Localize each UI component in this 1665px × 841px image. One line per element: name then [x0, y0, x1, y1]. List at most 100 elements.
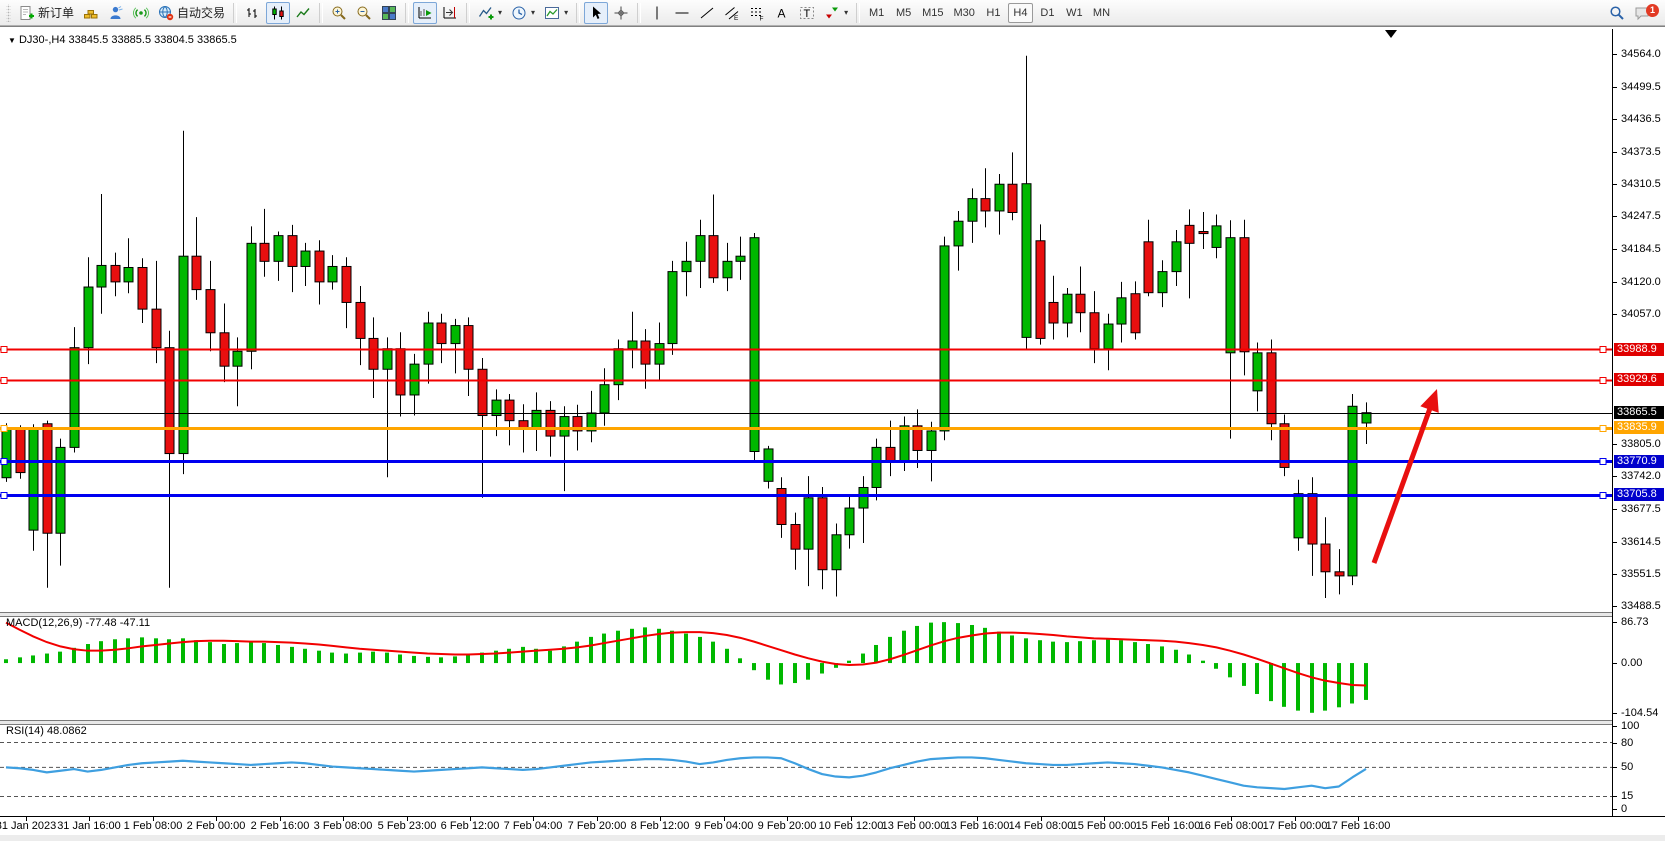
timeframe-h4[interactable]: H4 [1007, 2, 1033, 23]
line-handle[interactable] [0, 492, 8, 499]
timeframe-m30[interactable]: M30 [950, 3, 979, 23]
chart-shift-marker[interactable] [1385, 30, 1397, 38]
chart-dropdown-icon[interactable]: ▼ [8, 36, 16, 45]
timeframe-w1[interactable]: W1 [1062, 3, 1087, 23]
bear-candle [205, 289, 216, 334]
new-order-icon [20, 5, 34, 20]
bear-candle [314, 250, 325, 283]
macd-histogram-bar [847, 660, 851, 664]
line-handle[interactable] [1599, 458, 1607, 465]
line-handle[interactable] [1599, 492, 1607, 499]
bear-candle [1007, 183, 1018, 213]
chart-canvas[interactable] [0, 27, 1665, 841]
bull-candle [1, 427, 12, 479]
line-handle[interactable] [0, 346, 8, 353]
accounts-button[interactable] [104, 2, 128, 24]
macd-histogram-bar [616, 630, 620, 664]
channel-tool-button[interactable]: E [720, 2, 744, 24]
bear-candle [518, 420, 529, 429]
time-label: 17 Feb 00:00 [1262, 820, 1328, 832]
macd-signal-line [5, 621, 1367, 687]
search-button[interactable] [1605, 2, 1629, 24]
time-axis[interactable]: 31 Jan 2023 31 Jan 16:00 1 Feb 08:00 2 Feb … [0, 816, 1665, 836]
bear-candle [504, 399, 515, 422]
annotation-arrow-head[interactable] [1420, 389, 1439, 413]
cursor-tool-button[interactable] [584, 1, 609, 24]
zoom-in-button[interactable] [327, 2, 351, 24]
vertical-line-tool-button[interactable] [645, 2, 669, 24]
zoom-out-button[interactable] [352, 2, 376, 24]
bull-candle [953, 220, 964, 247]
line-handle[interactable] [1599, 377, 1607, 384]
pane-separator[interactable] [0, 720, 1665, 725]
line-handle[interactable] [0, 425, 8, 432]
line-chart-icon [296, 7, 310, 17]
macd-histogram-bar [657, 628, 661, 664]
bar-chart-button[interactable] [241, 2, 265, 24]
line-handle[interactable] [0, 377, 8, 384]
chevron-down-icon: ▾ [531, 8, 536, 17]
pane-separator[interactable] [0, 612, 1665, 617]
timeframe-m1[interactable]: M1 [864, 3, 889, 23]
toolbar-separator [856, 2, 861, 23]
toolbar-grip[interactable] [6, 3, 11, 22]
periods-button[interactable]: ▾ [507, 2, 539, 24]
bear-candle [1279, 423, 1290, 468]
line-handle[interactable] [0, 458, 8, 465]
bear-candle [817, 497, 828, 571]
timeframe-m5[interactable]: M5 [891, 3, 916, 23]
bull-candle [899, 425, 910, 462]
price-axis[interactable]: 33988.9 33929.6 33865.5 33835.9 33770.9 33705… [1613, 27, 1665, 816]
candlestick-chart-button[interactable] [266, 1, 291, 24]
new-order-button[interactable]: 新订单 [15, 2, 78, 24]
rsi-scale-tick: 0 [1613, 802, 1665, 816]
macd-histogram-bar [99, 641, 103, 664]
toolbar-separator [319, 2, 324, 23]
macd-scale-tick: 86.73 [1613, 615, 1665, 629]
bull-candle [327, 265, 338, 283]
bull-candle [1171, 241, 1182, 273]
templates-button[interactable]: ▾ [540, 2, 572, 24]
svg-text:T: T [804, 8, 811, 20]
trendline-tool-button[interactable] [695, 2, 719, 24]
time-tick [1104, 817, 1105, 821]
auto-trading-button[interactable]: 自动交易 [154, 2, 229, 24]
text-icon: A [778, 6, 786, 20]
timeframe-d1[interactable]: D1 [1035, 3, 1060, 23]
line-chart-button[interactable] [291, 2, 315, 24]
fibonacci-tool-button[interactable]: F [745, 2, 769, 24]
line-handle[interactable] [1599, 425, 1607, 432]
macd-histogram-bar [997, 631, 1001, 664]
chart-shift-button[interactable] [438, 2, 462, 24]
macd-histogram-bar [888, 636, 892, 664]
crosshair-tool-button[interactable] [609, 2, 633, 24]
macd-histogram-bar [208, 642, 212, 664]
tile-windows-button[interactable] [377, 2, 401, 24]
time-label: 7 Feb 04:00 [503, 820, 563, 832]
annotation-arrow-shaft[interactable] [1371, 401, 1435, 564]
timeframe-m15[interactable]: M15 [918, 3, 947, 23]
auto-scroll-button[interactable] [413, 1, 438, 24]
toolbar-separator [576, 2, 581, 23]
macd-histogram-bar [1310, 663, 1314, 713]
arrows-tool-button[interactable]: ▾ [820, 2, 852, 24]
macd-histogram-bar [575, 641, 579, 664]
market-watch-button[interactable] [79, 2, 103, 24]
line-handle[interactable] [1599, 346, 1607, 353]
bull-candle [994, 183, 1005, 212]
label-tool-button[interactable]: T [795, 2, 819, 24]
timeframe-mn[interactable]: MN [1089, 3, 1114, 23]
macd-histogram-bar [725, 648, 729, 664]
chart-title: ▼ DJ30-,H4 33845.5 33885.5 33804.5 33865… [8, 34, 237, 46]
bull-candle [844, 507, 855, 536]
notifications-button[interactable]: 1 [1630, 2, 1659, 24]
signals-button[interactable] [129, 2, 153, 24]
macd-histogram-bar [113, 639, 117, 664]
bull-candle [749, 237, 760, 453]
person-chart-icon [110, 5, 123, 19]
timeframe-h1[interactable]: H1 [981, 3, 1006, 23]
indicators-button[interactable]: ▾ [474, 2, 506, 24]
text-tool-button[interactable]: A [770, 2, 794, 24]
macd-histogram-bar [303, 648, 307, 664]
horizontal-line-tool-button[interactable] [670, 2, 694, 24]
